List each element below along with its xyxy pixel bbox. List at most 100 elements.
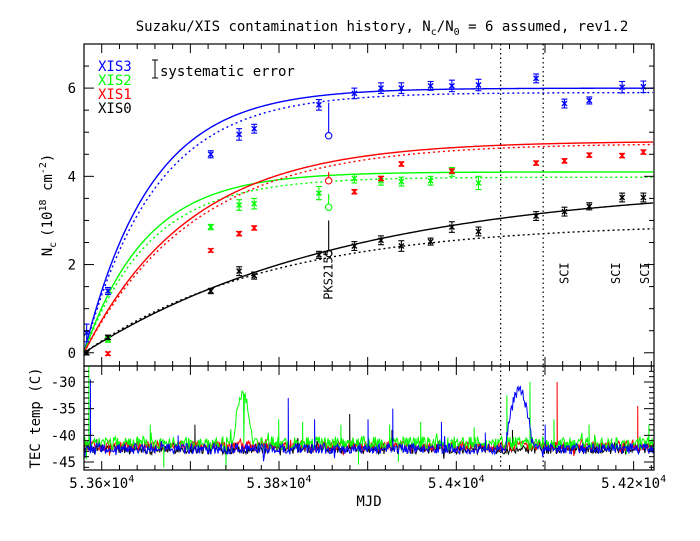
top-y-tick-label: 0 — [68, 346, 76, 362]
annotation-sci: SCI — [557, 262, 571, 284]
data-point-xis0 — [561, 206, 568, 217]
legend-xis2: XIS2 — [98, 73, 132, 89]
marker-xis2 — [351, 175, 358, 182]
data-point-xis1 — [586, 152, 593, 159]
annotation-sci: SCI — [638, 262, 652, 284]
data-point-xis0 — [104, 334, 111, 341]
marker-xis0 — [398, 243, 405, 250]
data-point-xis0 — [398, 240, 405, 252]
marker-xis3 — [561, 100, 568, 107]
marker-xis3 — [640, 83, 647, 90]
data-point-xis0 — [207, 287, 214, 295]
marker-xis1 — [351, 188, 358, 195]
marker-xis0 — [377, 237, 384, 244]
data-point-xis3 — [640, 80, 647, 94]
data-point-xis3 — [315, 99, 322, 111]
marker-xis3 — [251, 125, 258, 132]
x-axis-label: MJD — [356, 494, 381, 510]
data-point-xis3 — [207, 150, 214, 159]
marker-xis1 — [448, 168, 455, 175]
x-tick-exponent: 4 — [479, 474, 485, 485]
marker-xis1 — [398, 160, 405, 167]
marker-xis2 — [251, 200, 258, 207]
open-point-circle-xis0 — [324, 249, 333, 258]
marker-xis2 — [475, 179, 482, 186]
data-point-xis3 — [104, 286, 111, 296]
marker-xis0 — [533, 213, 540, 220]
bottom-y-tick-label: -35 — [51, 402, 76, 418]
data-point-xis1 — [640, 149, 647, 156]
marker-xis3 — [315, 101, 322, 108]
marker-xis1 — [236, 230, 243, 237]
data-point-xis3 — [398, 82, 405, 94]
data-point-xis1 — [377, 175, 384, 182]
marker-xis1 — [251, 224, 258, 231]
marker-xis0 — [351, 243, 358, 250]
marker-xis1 — [377, 175, 384, 182]
marker-xis0 — [640, 194, 647, 201]
x-tick-label: 5.4×104 — [428, 474, 485, 492]
top-y-tick-label: 4 — [68, 169, 76, 185]
top-panel: PKS2155 SCI SCI SCI 0 2 4 6 Nc(1018 cm-2) XIS3… — [38, 43, 655, 367]
model-curve-xis2-solid — [84, 171, 654, 353]
x-tick-label: 5.42×104 — [601, 474, 666, 492]
marker-xis3 — [427, 82, 434, 89]
marker-xis3 — [475, 82, 482, 89]
data-point-xis0 — [377, 235, 384, 246]
marker-xis2 — [207, 224, 214, 231]
data-point-xis2 — [475, 175, 482, 191]
data-point-xis3 — [351, 87, 358, 100]
x-tick-mantissa: 5.36×10 — [69, 476, 128, 492]
data-point-xis1 — [104, 350, 111, 357]
data-point-xis0 — [640, 192, 647, 203]
model-curve-xis3-dotted — [84, 91, 654, 353]
x-tick-label: 5.36×104 — [69, 474, 134, 492]
legend-errbar-icon — [152, 59, 158, 79]
x-tick-mantissa: 5.38×10 — [246, 476, 305, 492]
x-tick-mantissa: 5.42×10 — [601, 476, 660, 492]
marker-xis0 — [475, 228, 482, 235]
x-tick-mantissa: 5.4×10 — [428, 476, 479, 492]
marker-xis3 — [533, 75, 540, 82]
annotation-pks2155: PKS2155 — [322, 249, 336, 300]
model-curve-xis1-solid — [84, 141, 654, 354]
data-point-xis1 — [619, 152, 626, 159]
data-point-xis2 — [207, 223, 214, 231]
marker-xis0 — [315, 251, 322, 258]
data-point-xis0 — [236, 266, 243, 277]
marker-xis1 — [619, 152, 626, 159]
data-point-xis3 — [619, 80, 626, 94]
legend: XIS3 XIS2 XIS1 XIS0 systematic error — [98, 59, 295, 117]
top-y-tick-label: 2 — [68, 258, 76, 274]
marker-xis0 — [619, 194, 626, 201]
data-point-xis3 — [236, 128, 243, 141]
marker-xis1 — [640, 149, 647, 156]
bottom-y-tick-label: -30 — [51, 375, 76, 391]
marker-xis1 — [561, 157, 568, 164]
marker-xis3 — [84, 329, 90, 336]
marker-xis2 — [315, 190, 322, 197]
marker-xis0 — [427, 238, 434, 245]
annotation-sci: SCI — [609, 262, 623, 284]
marker-xis0 — [251, 272, 258, 279]
open-point-xis2 — [324, 193, 333, 211]
open-point-circle-xis3 — [324, 131, 333, 140]
marker-xis0 — [207, 288, 214, 295]
marker-xis3 — [377, 85, 384, 92]
data-point-xis3 — [377, 82, 384, 94]
open-point-circle-xis2 — [324, 203, 333, 211]
data-point-xis0 — [427, 237, 434, 246]
data-point-xis3 — [84, 323, 90, 343]
bottom-y-tick-label: -45 — [51, 455, 76, 471]
legend-xis1: XIS1 — [98, 87, 132, 103]
marker-xis2 — [398, 178, 405, 185]
x-tick-exponent: 4 — [128, 474, 134, 485]
data-point-xis0 — [448, 221, 455, 233]
data-point-xis0 — [315, 250, 322, 259]
data-point-xis1 — [398, 160, 405, 167]
marker-xis0 — [104, 334, 111, 341]
data-point-xis2 — [251, 197, 258, 210]
marker-xis1 — [207, 247, 214, 254]
marker-xis1 — [533, 160, 540, 167]
marker-xis3 — [448, 82, 455, 89]
